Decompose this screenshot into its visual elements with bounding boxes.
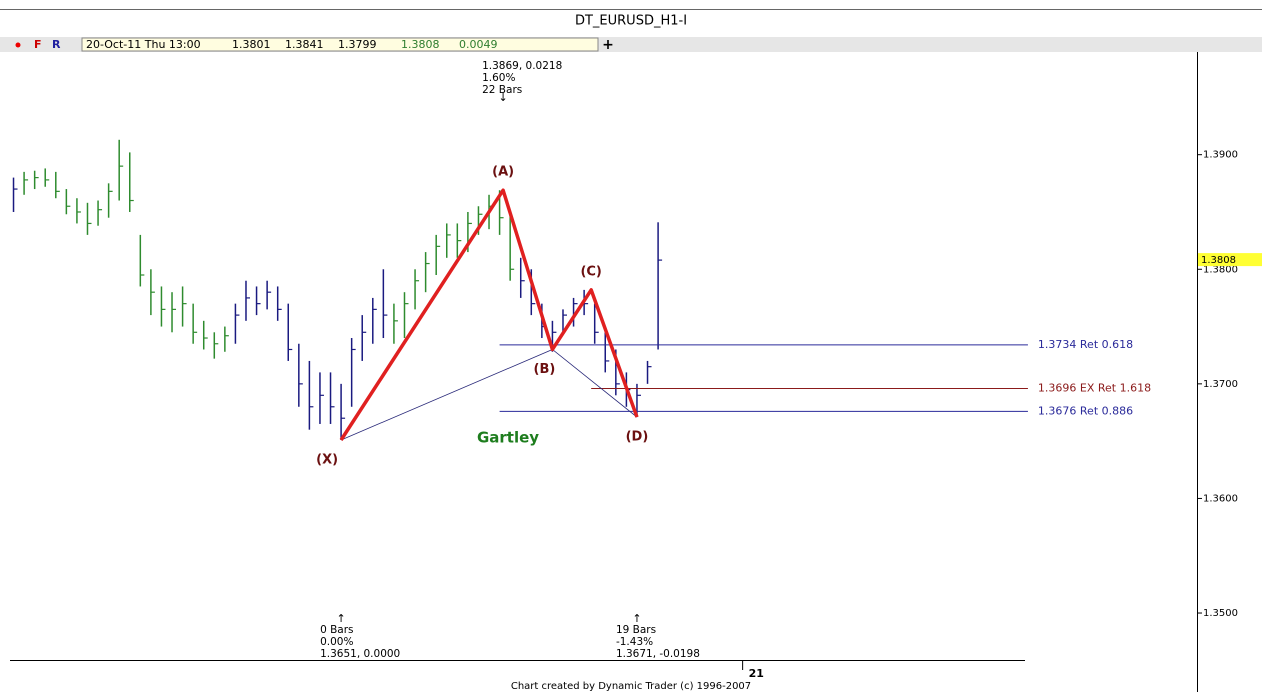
pattern-name: Gartley (477, 429, 539, 447)
swing-annotation: -1.43% (616, 636, 653, 648)
pattern-label: (A) (492, 165, 514, 180)
info-change: 0.0049 (459, 38, 498, 51)
y-tick-label: 1.3800 (1203, 264, 1238, 275)
last-price-tag (1198, 253, 1262, 267)
pattern-label: (B) (534, 362, 556, 377)
x-tick-label: 21 (749, 667, 764, 680)
swing-arrow: ↓ (499, 91, 508, 104)
info-close: 1.3808 (401, 38, 440, 51)
info-high: 1.3841 (285, 38, 324, 51)
pattern-legs (339, 188, 639, 441)
pattern-label: (C) (580, 264, 601, 279)
last-price-label: 1.3808 (1201, 255, 1236, 266)
flag: F (34, 38, 42, 51)
chart-title: DT_EURUSD_H1-I (575, 14, 687, 29)
y-tick-label: 1.3500 (1203, 608, 1238, 619)
y-tick-label: 1.3700 (1203, 379, 1238, 390)
level-label: 1.3696 EX Ret 1.618 (1038, 381, 1151, 394)
level-label: 1.3676 Ret 0.886 (1038, 404, 1133, 417)
swing-annotation: 22 Bars (482, 84, 522, 96)
info-open: 1.3801 (232, 38, 271, 51)
swing-annotation: 1.3651, 0.0000 (320, 648, 400, 660)
y-tick-label: 1.3600 (1203, 493, 1238, 504)
footer: Chart created by Dynamic Trader (c) 1996… (511, 681, 751, 692)
pattern-label: (D) (626, 430, 649, 445)
swing-annotation: 1.3671, -0.0198 (616, 648, 700, 660)
crosshair-icon[interactable]: + (602, 37, 614, 53)
swing-annotation: 1.3869, 0.0218 (482, 60, 562, 72)
swing-arrow: ↑ (336, 612, 345, 625)
y-tick-label: 1.3900 (1203, 150, 1238, 161)
swing-annotation: 19 Bars (616, 624, 656, 636)
swing-annotation: 1.60% (482, 72, 515, 84)
swing-annotation: 0.00% (320, 636, 353, 648)
flag: R (52, 38, 61, 51)
pattern-label: (X) (316, 453, 338, 468)
info-date: 20-Oct-11 Thu 13:00 (86, 38, 201, 51)
info-box (81, 37, 599, 52)
swing-annotation: 0 Bars (320, 624, 353, 636)
status-dot (15, 42, 21, 48)
info-low: 1.3799 (338, 38, 377, 51)
swing-arrow: ↑ (632, 612, 641, 625)
level-label: 1.3734 Ret 0.618 (1038, 338, 1133, 351)
